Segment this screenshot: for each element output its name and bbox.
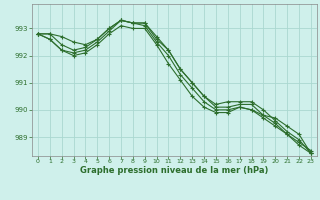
X-axis label: Graphe pression niveau de la mer (hPa): Graphe pression niveau de la mer (hPa) [80,166,268,175]
